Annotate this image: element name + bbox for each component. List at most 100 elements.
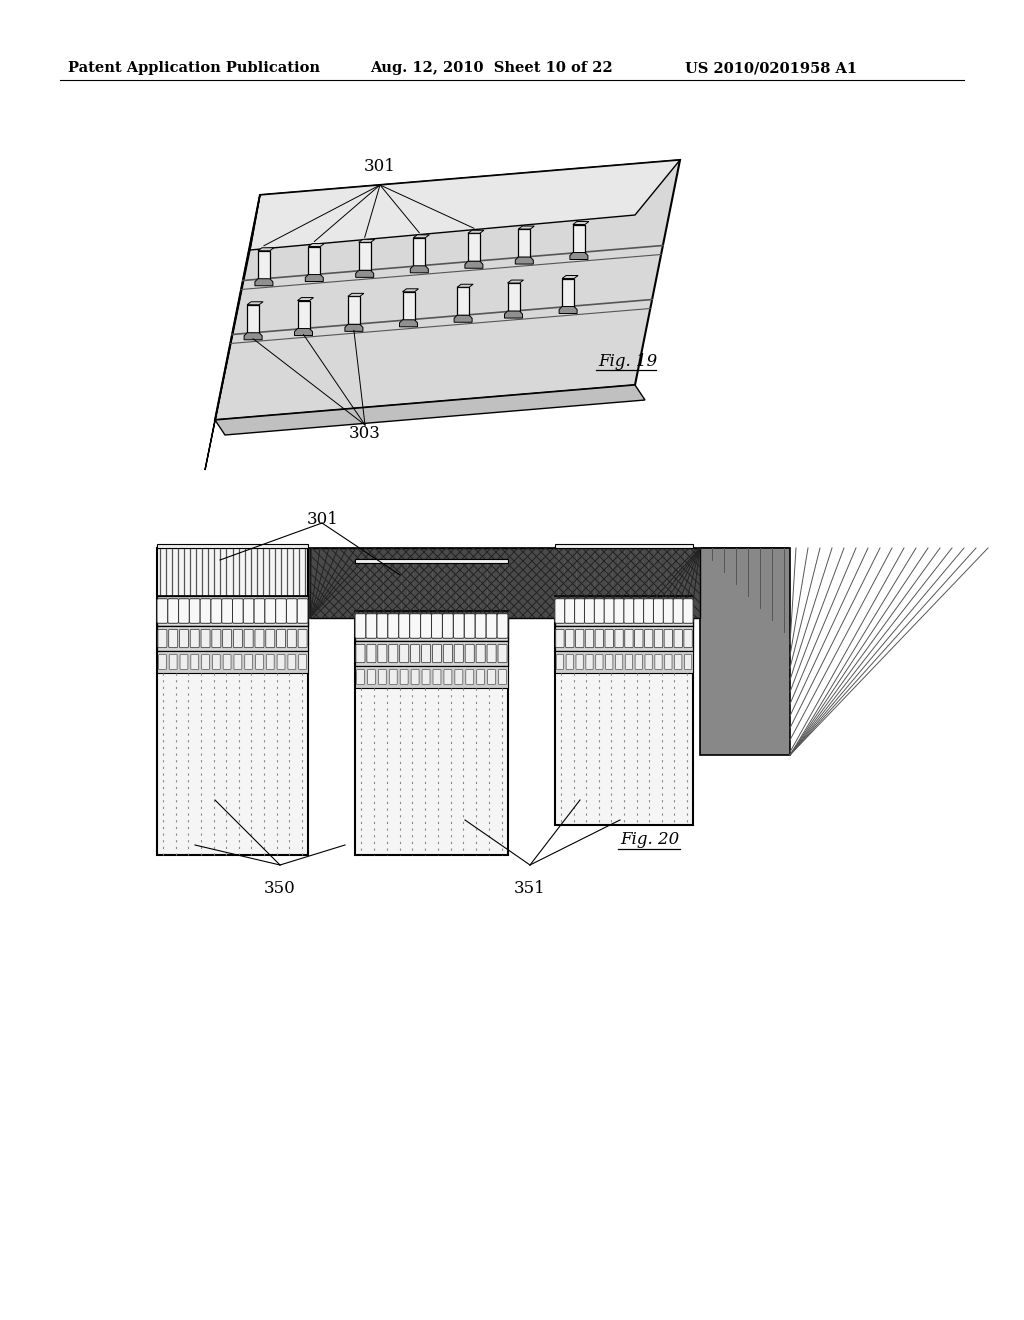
FancyBboxPatch shape <box>179 630 188 648</box>
FancyBboxPatch shape <box>244 630 253 648</box>
Polygon shape <box>157 548 788 618</box>
FancyBboxPatch shape <box>355 614 366 639</box>
FancyBboxPatch shape <box>565 630 574 648</box>
FancyBboxPatch shape <box>233 630 243 648</box>
FancyBboxPatch shape <box>212 655 220 669</box>
Bar <box>555 544 693 548</box>
Polygon shape <box>559 306 578 314</box>
FancyBboxPatch shape <box>674 630 682 648</box>
FancyBboxPatch shape <box>454 614 464 639</box>
Bar <box>355 642 508 667</box>
Bar <box>157 544 308 548</box>
Polygon shape <box>515 257 534 264</box>
Polygon shape <box>570 252 588 260</box>
FancyBboxPatch shape <box>654 655 663 669</box>
FancyBboxPatch shape <box>665 630 673 648</box>
Polygon shape <box>348 293 364 297</box>
FancyBboxPatch shape <box>398 614 410 639</box>
FancyBboxPatch shape <box>399 644 409 663</box>
FancyBboxPatch shape <box>556 630 564 648</box>
FancyBboxPatch shape <box>180 655 187 669</box>
Polygon shape <box>305 275 324 281</box>
FancyBboxPatch shape <box>594 599 604 623</box>
FancyBboxPatch shape <box>422 669 430 684</box>
FancyBboxPatch shape <box>356 644 365 663</box>
FancyBboxPatch shape <box>222 630 231 648</box>
FancyBboxPatch shape <box>634 599 644 623</box>
FancyBboxPatch shape <box>377 614 388 639</box>
FancyBboxPatch shape <box>168 599 178 623</box>
FancyBboxPatch shape <box>169 655 177 669</box>
FancyBboxPatch shape <box>297 599 308 623</box>
Polygon shape <box>562 276 579 279</box>
Text: Fig. 20: Fig. 20 <box>620 832 679 849</box>
FancyBboxPatch shape <box>653 599 664 623</box>
FancyBboxPatch shape <box>157 599 168 623</box>
Polygon shape <box>298 297 313 301</box>
FancyBboxPatch shape <box>684 630 692 648</box>
FancyBboxPatch shape <box>389 669 397 684</box>
FancyBboxPatch shape <box>486 614 497 639</box>
Polygon shape <box>215 160 680 420</box>
Polygon shape <box>402 292 415 319</box>
Text: 350: 350 <box>264 880 296 898</box>
Polygon shape <box>399 319 418 327</box>
Text: Aug. 12, 2010  Sheet 10 of 22: Aug. 12, 2010 Sheet 10 of 22 <box>370 61 612 75</box>
Polygon shape <box>454 315 472 322</box>
FancyBboxPatch shape <box>465 644 474 663</box>
FancyBboxPatch shape <box>367 644 376 663</box>
FancyBboxPatch shape <box>421 614 431 639</box>
FancyBboxPatch shape <box>288 655 296 669</box>
FancyBboxPatch shape <box>575 655 584 669</box>
FancyBboxPatch shape <box>487 669 496 684</box>
FancyBboxPatch shape <box>665 655 672 669</box>
FancyBboxPatch shape <box>455 644 464 663</box>
Text: US 2010/0201958 A1: US 2010/0201958 A1 <box>685 61 857 75</box>
Polygon shape <box>402 289 419 292</box>
FancyBboxPatch shape <box>466 669 474 684</box>
Polygon shape <box>258 248 273 251</box>
FancyBboxPatch shape <box>298 630 307 648</box>
FancyBboxPatch shape <box>644 630 653 648</box>
FancyBboxPatch shape <box>604 599 614 623</box>
FancyBboxPatch shape <box>444 669 452 684</box>
FancyBboxPatch shape <box>497 614 508 639</box>
FancyBboxPatch shape <box>575 630 584 648</box>
FancyBboxPatch shape <box>275 599 287 623</box>
FancyBboxPatch shape <box>645 655 652 669</box>
Bar <box>700 548 790 755</box>
FancyBboxPatch shape <box>574 599 585 623</box>
FancyBboxPatch shape <box>212 630 221 648</box>
Bar <box>157 548 308 855</box>
FancyBboxPatch shape <box>378 644 387 663</box>
FancyBboxPatch shape <box>595 630 603 648</box>
FancyBboxPatch shape <box>499 669 507 684</box>
FancyBboxPatch shape <box>556 655 563 669</box>
FancyBboxPatch shape <box>356 669 365 684</box>
Bar <box>355 558 508 564</box>
Polygon shape <box>244 333 262 339</box>
FancyBboxPatch shape <box>464 614 475 639</box>
FancyBboxPatch shape <box>654 630 663 648</box>
Text: 303: 303 <box>349 425 381 441</box>
FancyBboxPatch shape <box>189 599 200 623</box>
FancyBboxPatch shape <box>476 644 485 663</box>
FancyBboxPatch shape <box>400 669 409 684</box>
FancyBboxPatch shape <box>565 599 574 623</box>
Bar <box>310 548 700 618</box>
Polygon shape <box>255 279 273 285</box>
FancyBboxPatch shape <box>615 655 623 669</box>
FancyBboxPatch shape <box>412 669 419 684</box>
FancyBboxPatch shape <box>422 644 430 663</box>
FancyBboxPatch shape <box>442 614 454 639</box>
Polygon shape <box>250 160 680 249</box>
Bar <box>355 564 508 855</box>
Text: Patent Application Publication: Patent Application Publication <box>68 61 319 75</box>
Polygon shape <box>205 195 260 470</box>
FancyBboxPatch shape <box>605 655 613 669</box>
FancyBboxPatch shape <box>158 630 167 648</box>
FancyBboxPatch shape <box>389 644 397 663</box>
FancyBboxPatch shape <box>644 599 653 623</box>
Bar <box>355 611 508 642</box>
FancyBboxPatch shape <box>256 655 263 669</box>
